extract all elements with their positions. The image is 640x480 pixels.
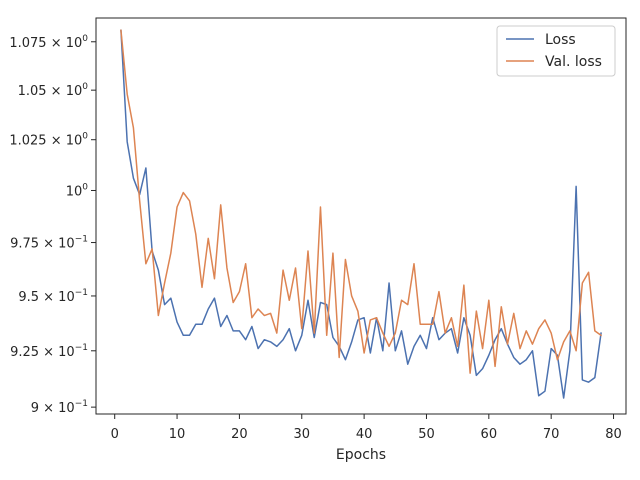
- x-tick-label: 70: [543, 427, 560, 442]
- axes-frame: [95, 17, 627, 415]
- y-tick-label: 1.075 × 100: [9, 34, 88, 51]
- y-tick-label: 9.75 × 10−1: [10, 235, 88, 252]
- y-tick-label: 100: [66, 182, 89, 199]
- x-tick-label: 10: [169, 427, 186, 442]
- y-tick-label: 1.025 × 100: [9, 132, 88, 149]
- y-tick-label: 1.05 × 100: [18, 82, 89, 99]
- x-tick-label: 0: [111, 427, 119, 442]
- x-tick-label: 80: [605, 427, 622, 442]
- x-tick-label: 60: [481, 427, 498, 442]
- x-axis: 0 10 20 30 40 50 60 70 80: [111, 414, 622, 442]
- x-axis-label: Epochs: [336, 447, 386, 463]
- plot-area: [95, 17, 627, 415]
- series-layer: [120, 29, 603, 399]
- legend-label-val-loss: Val. loss: [545, 54, 602, 70]
- x-tick-label: 30: [293, 427, 310, 442]
- series-line-val-loss: [120, 29, 603, 374]
- series-line-loss: [120, 29, 602, 399]
- legend-label-loss: Loss: [545, 32, 576, 48]
- y-tick-label: 9.25 × 10−1: [10, 343, 88, 360]
- x-tick-label: 50: [418, 427, 435, 442]
- legend: Loss Val. loss: [496, 25, 616, 77]
- x-tick-label: 40: [356, 427, 373, 442]
- x-tick-label: 20: [231, 427, 248, 442]
- y-tick-label: 9 × 10−1: [31, 399, 88, 416]
- y-axis: 9 × 10−1 9.25 × 10−1 9.5 × 10−1 9.75 × 10−1…: [9, 34, 96, 416]
- y-tick-label: 9.5 × 10−1: [18, 288, 88, 305]
